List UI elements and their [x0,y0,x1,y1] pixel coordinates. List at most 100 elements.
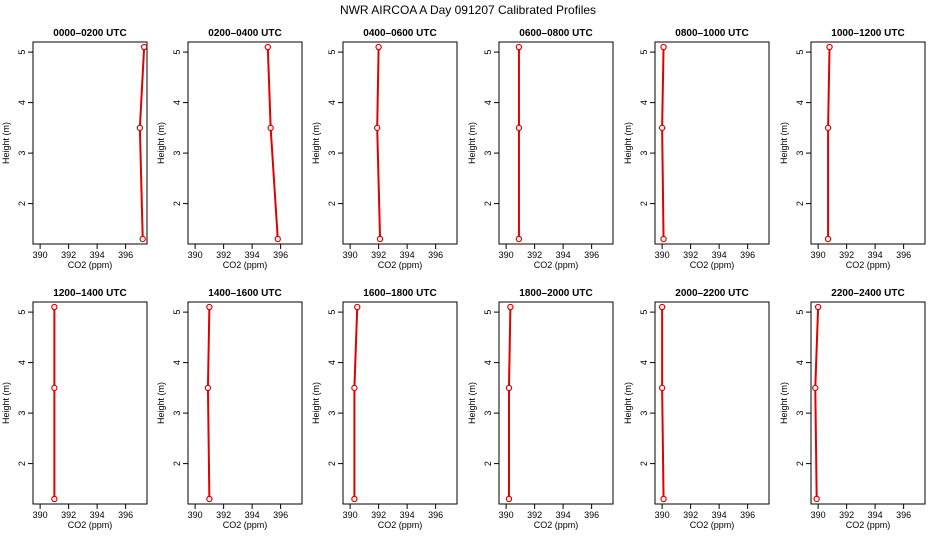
panel-title: 1800–2000 UTC [519,288,592,299]
x-tick-label: 392 [527,510,542,520]
y-tick-label: 5 [327,50,337,55]
y-tick-label: 2 [327,201,337,206]
data-point [505,384,513,392]
panel-2: 0400–0600 UTC 390 392 394 396 2 3 4 5 CO2 (ppm) He… [311,28,458,270]
y-tick-label: 5 [639,310,649,315]
panel-title: 1200–1400 UTC [53,288,126,299]
data-point [206,495,213,503]
x-tick-label: 392 [371,510,386,520]
x-axis-label: CO2 (ppm) [534,260,579,270]
x-tick-label: 396 [273,250,288,260]
panel-title: 0600–0800 UTC [519,28,592,39]
profile-line [507,307,512,499]
x-tick-label: 394 [400,510,415,520]
y-tick-label: 5 [327,310,337,315]
x-tick-label: 390 [499,510,514,520]
y-axis-label: Height (m) [779,382,789,424]
y-tick-label: 3 [639,151,649,156]
y-tick-label: 2 [17,461,27,466]
x-axis-label: CO2 (ppm) [68,260,113,270]
y-axis-label: Height (m) [156,122,166,164]
plot-frame [654,301,770,505]
x-tick-label: 394 [712,510,727,520]
profile-line [827,47,831,239]
data-point [507,303,514,311]
x-axis-label: CO2 (ppm) [534,520,579,530]
data-point [206,303,213,311]
x-tick-label: 390 [343,250,358,260]
panel-11: 2200–2400 UTC 390 392 394 396 2 3 4 5 CO2 (ppm) He… [779,288,926,530]
data-point [826,43,833,51]
y-tick-label: 3 [483,151,493,156]
x-tick-label: 390 [188,250,203,260]
data-point [660,495,667,503]
y-axis-label: Height (m) [623,382,633,424]
y-tick-label: 4 [17,360,27,365]
y-axis-label: Height (m) [1,122,11,164]
data-point [515,124,523,132]
x-tick-label: 396 [584,510,599,520]
data-point [140,43,148,51]
data-point [139,235,146,243]
profile-line [353,307,359,499]
data-point [824,235,832,243]
data-point [505,495,513,503]
y-tick-label: 4 [483,360,493,365]
x-tick-label: 392 [839,250,854,260]
x-tick-label: 396 [428,250,443,260]
plot-frame [32,41,148,245]
x-tick-label: 394 [245,250,260,260]
panels-group: 0000–0200 UTC 390 392 394 396 2 3 4 5 CO2 (ppm) He… [1,28,926,530]
x-tick-label: 394 [400,250,415,260]
data-point [264,43,271,51]
data-point [812,384,819,392]
x-tick-label: 396 [118,510,133,520]
y-tick-label: 2 [172,201,182,206]
x-tick-label: 394 [868,250,883,260]
panel-0: 0000–0200 UTC 390 392 394 396 2 3 4 5 CO2 (ppm) He… [1,28,148,270]
data-point [136,124,144,132]
x-axis-label: CO2 (ppm) [378,260,423,270]
y-tick-label: 4 [639,360,649,365]
x-tick-label: 394 [712,250,727,260]
data-point [824,124,832,132]
y-tick-label: 3 [327,411,337,416]
y-tick-label: 5 [483,310,493,315]
data-point [351,495,358,503]
data-point [204,384,212,392]
panel-6: 1200–1400 UTC 390 392 394 396 2 3 4 5 CO2 (ppm) He… [1,288,148,530]
y-tick-label: 3 [172,151,182,156]
profile-line [661,47,665,239]
x-tick-label: 396 [584,250,599,260]
panel-3: 0600–0800 UTC 390 392 394 396 2 3 4 5 CO2 (ppm) He… [467,28,614,270]
x-tick-label: 390 [499,250,514,260]
y-tick-label: 2 [327,461,337,466]
x-tick-label: 390 [33,510,48,520]
y-axis-label: Height (m) [156,382,166,424]
data-point [274,235,281,243]
data-point [658,384,666,392]
x-tick-label: 394 [556,250,571,260]
x-tick-label: 392 [371,250,386,260]
x-tick-label: 390 [811,250,826,260]
profile-line [814,307,820,499]
data-point [354,303,361,311]
plot-frame [342,41,458,245]
x-tick-label: 392 [683,510,698,520]
x-tick-label: 390 [188,510,203,520]
x-tick-label: 392 [61,510,76,520]
panel-9: 1800–2000 UTC 390 392 394 396 2 3 4 5 CO2 (ppm) He… [467,288,614,530]
figure-title: NWR AIRCOA A Day 091207 Calibrated Profi… [340,3,596,17]
profile-line [266,47,279,240]
y-tick-label: 4 [795,100,805,105]
data-point [814,303,822,311]
y-axis-label: Height (m) [311,382,321,424]
x-tick-label: 390 [343,510,358,520]
x-tick-label: 390 [811,510,826,520]
x-axis-label: CO2 (ppm) [846,520,891,530]
data-point [515,43,523,51]
data-point [267,124,274,132]
y-tick-label: 3 [795,411,805,416]
y-tick-label: 2 [639,201,649,206]
